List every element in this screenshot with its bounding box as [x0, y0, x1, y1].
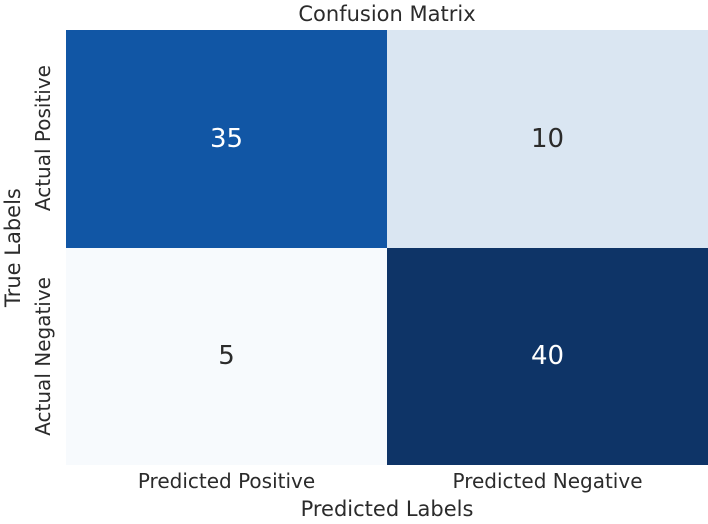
- heatmap-cell-false-negative: 10: [387, 30, 708, 248]
- y-tick-label: Actual Positive: [31, 65, 55, 212]
- heatmap-cell-true-negative: 40: [387, 247, 708, 465]
- heatmap-grid: 35 10 5 40: [66, 30, 708, 465]
- heatmap-cell-true-positive: 35: [66, 30, 387, 248]
- x-tick-row: Predicted Positive Predicted Negative: [66, 469, 708, 494]
- y-tick-label: Actual Negative: [31, 276, 55, 436]
- heatmap-cell-false-positive: 5: [66, 247, 387, 465]
- y-tick-actual-positive: Actual Positive: [28, 30, 58, 247]
- cell-value: 35: [209, 123, 244, 154]
- chart-title: Confusion Matrix: [298, 2, 476, 26]
- x-tick-predicted-positive: Predicted Positive: [137, 469, 316, 493]
- cell-value: 40: [530, 341, 565, 372]
- cell-value: 10: [530, 123, 565, 154]
- x-axis-label: Predicted Labels: [300, 497, 474, 521]
- x-tick-predicted-negative: Predicted Negative: [452, 469, 643, 493]
- y-tick-actual-negative: Actual Negative: [28, 247, 58, 465]
- y-axis-label: True Labels: [1, 188, 25, 307]
- cell-value: 5: [218, 341, 235, 372]
